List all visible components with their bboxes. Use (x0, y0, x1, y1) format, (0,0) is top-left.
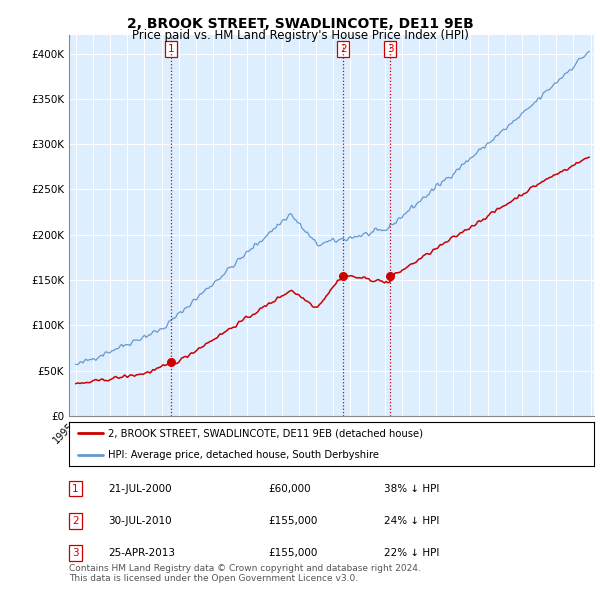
Text: 1: 1 (168, 44, 175, 54)
Text: Contains HM Land Registry data © Crown copyright and database right 2024.
This d: Contains HM Land Registry data © Crown c… (69, 563, 421, 583)
Text: 30-JUL-2010: 30-JUL-2010 (109, 516, 172, 526)
Text: 2, BROOK STREET, SWADLINCOTE, DE11 9EB: 2, BROOK STREET, SWADLINCOTE, DE11 9EB (127, 17, 473, 31)
Text: 25-APR-2013: 25-APR-2013 (109, 548, 175, 558)
Text: 1: 1 (72, 484, 79, 494)
Text: Price paid vs. HM Land Registry's House Price Index (HPI): Price paid vs. HM Land Registry's House … (131, 30, 469, 42)
Text: 38% ↓ HPI: 38% ↓ HPI (384, 484, 439, 494)
Text: £155,000: £155,000 (269, 548, 318, 558)
Text: HPI: Average price, detached house, South Derbyshire: HPI: Average price, detached house, Sout… (109, 450, 379, 460)
Text: 3: 3 (387, 44, 394, 54)
Text: 22% ↓ HPI: 22% ↓ HPI (384, 548, 439, 558)
Text: 3: 3 (72, 548, 79, 558)
Text: 2: 2 (340, 44, 346, 54)
Text: £155,000: £155,000 (269, 516, 318, 526)
Text: 2: 2 (72, 516, 79, 526)
Text: 21-JUL-2000: 21-JUL-2000 (109, 484, 172, 494)
Text: 2, BROOK STREET, SWADLINCOTE, DE11 9EB (detached house): 2, BROOK STREET, SWADLINCOTE, DE11 9EB (… (109, 428, 424, 438)
Text: 24% ↓ HPI: 24% ↓ HPI (384, 516, 439, 526)
Text: £60,000: £60,000 (269, 484, 311, 494)
